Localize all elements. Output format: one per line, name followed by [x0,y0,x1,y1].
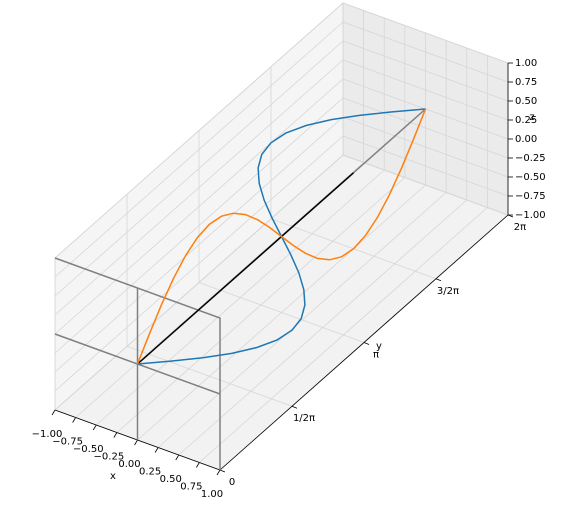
series-line [136,108,427,365]
y-tick [435,278,442,282]
grid-line [342,97,509,159]
z-tick-label: −0.50 [515,172,546,183]
grid-line [54,59,344,316]
y-tick [291,405,298,409]
x-axis-label: x [110,471,116,482]
z-tick-label: 0.00 [515,134,537,145]
x-tick-label: 0.75 [180,482,202,493]
y-tick-label: 2π [514,222,526,233]
z-tick-label: 0.25 [515,115,537,126]
x-tick [216,469,221,476]
x-tick-label: −0.25 [94,452,125,463]
y-tick-label: 0 [229,477,235,488]
series-line [137,172,354,365]
y-axis-label: y [376,341,382,352]
x-tick [175,454,180,461]
grid-line [342,21,509,83]
x-tick [113,432,118,438]
series-line [54,257,221,470]
y-tick [219,469,226,473]
axis-line [219,214,509,471]
x-tick [134,439,138,446]
z-axis-label: z [529,112,534,123]
grid-line [54,78,344,335]
x-tick [154,447,159,453]
x-tick-label: 0.00 [118,459,140,470]
x-tick-label: −1.00 [32,429,63,440]
grid-line [342,2,509,64]
z-tick-label: −0.75 [515,191,546,202]
z-tick-label: −0.25 [515,153,546,164]
x-tick-label: 0.25 [139,467,161,478]
x-tick [72,417,76,423]
y-tick-label: 1/2π [293,413,315,424]
y-tick-label: π [373,349,379,360]
grid-line [126,345,293,407]
x-tick [92,424,97,431]
grid-line [342,59,509,121]
grid-line [54,154,344,411]
grid-line [54,40,344,297]
x-tick-label: −0.75 [52,437,83,448]
z-tick-label: 0.75 [515,77,537,88]
y-tick-label: 3/2π [437,286,459,297]
x-tick [51,409,56,416]
z-tick-label: 1.00 [515,58,537,69]
grid-line [54,21,344,278]
x-tick-label: 1.00 [201,489,223,500]
grid-line [54,135,344,392]
grid-line [54,116,344,373]
z-tick-label: −1.00 [515,210,546,221]
z-tick-label: 0.50 [515,96,537,107]
x-tick-label: 0.50 [160,474,182,485]
x-tick-label: −0.50 [73,444,104,455]
x-tick [196,462,200,468]
grid-line [54,97,344,354]
grid-line [342,135,509,197]
grid-line [342,116,509,178]
grid-line [54,2,344,259]
grid-line [342,40,509,102]
y-tick [363,342,370,345]
grid-line [198,282,365,343]
grid-line [342,154,509,216]
